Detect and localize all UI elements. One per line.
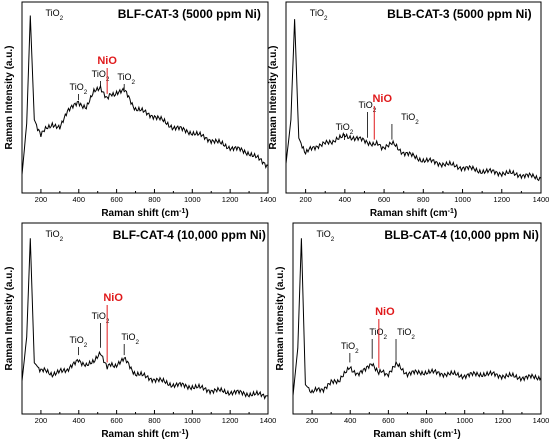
panel-1-x-tick-label: 600 xyxy=(110,195,123,204)
panel-4-peak-label-4: NiO xyxy=(375,306,395,318)
panel-4-y-axis-title: Raman intensity (a.u.) xyxy=(275,267,286,371)
panel-3-peak-label-5: TiO2 xyxy=(121,332,139,346)
panel-4-x-tick-label: 1000 xyxy=(456,416,473,425)
panel-4-x-tick-label: 1400 xyxy=(533,416,550,425)
panel-4-plot-frame xyxy=(292,222,542,415)
panel-3-x-tick-label: 1200 xyxy=(222,416,239,425)
panel-2-x-tick-label: 600 xyxy=(378,195,391,204)
panel-3-x-tick-label: 1400 xyxy=(260,416,277,425)
panel-1-x-tick-label: 1200 xyxy=(222,195,239,204)
panel-3-peak-label-1: TiO2 xyxy=(45,229,63,243)
panel-2-peak-label-4: NiO xyxy=(372,93,392,105)
panel-2-peak-label-1: TiO2 xyxy=(310,8,328,22)
panel-1-x-tick-label: 1400 xyxy=(260,195,277,204)
panel-1-peak-label-5: TiO2 xyxy=(117,72,135,86)
panel-3-x-tick-label: 400 xyxy=(73,416,86,425)
panel-2-x-tick-label: 1200 xyxy=(493,195,510,204)
panel-1-peak-label-2: TiO2 xyxy=(70,82,88,96)
panel-3-peak-label-2: TiO2 xyxy=(70,335,88,349)
panel-2-peak-label-5: TiO2 xyxy=(401,112,419,126)
panel-4-spectrum-line xyxy=(292,238,542,396)
panel-2-x-tick-label: 400 xyxy=(339,195,352,204)
panel-1-x-tick-label: 200 xyxy=(35,195,48,204)
panel-2-x-tick-label: 1000 xyxy=(454,195,471,204)
panel-4-x-axis-title: Raman shift (cm-1) xyxy=(373,429,460,441)
panel-3-peak-label-4: NiO xyxy=(103,292,123,304)
panel-2-peak-label-2: TiO2 xyxy=(336,122,354,136)
panel-1-spectrum-line xyxy=(21,15,269,175)
panel-1-peak-label-4: NiO xyxy=(97,55,117,67)
panel-2-x-tick-label: 200 xyxy=(299,195,312,204)
panel-3-x-tick-label: 800 xyxy=(148,416,161,425)
panel-3-y-axis-title: Raman Intensity (a.u.) xyxy=(4,267,15,371)
panel-4-peak-label-2: TiO2 xyxy=(341,341,359,355)
panel-3-x-tick-label: 1000 xyxy=(184,416,201,425)
panel-3-x-axis-title: Raman shift (cm-1) xyxy=(101,429,188,441)
panel-4-x-tick-label: 800 xyxy=(420,416,433,425)
panel-4-title: BLB-CAT-4 (10,000 ppm Ni) xyxy=(384,228,538,242)
panel-1-peak-label-1: TiO2 xyxy=(45,8,63,22)
panel-4-peak-label-5: TiO2 xyxy=(397,327,415,341)
panel-3-spectrum-line xyxy=(21,238,269,401)
panel-3-plot-frame xyxy=(21,222,269,415)
panel-1-title: BLF-CAT-3 (5000 ppm Ni) xyxy=(118,7,261,21)
panel-2-plot-frame xyxy=(285,1,542,194)
panel-2-title: BLB-CAT-3 (5000 ppm Ni) xyxy=(387,7,531,21)
panel-4-peak-label-3: TiO2 xyxy=(369,327,387,341)
panel-4-x-tick-label: 400 xyxy=(344,416,357,425)
panel-1-plot-frame xyxy=(21,1,269,194)
panel-1-x-tick-label: 800 xyxy=(148,195,161,204)
panel-4-x-tick-label: 600 xyxy=(382,416,395,425)
panel-1-peak-label-3: TiO2 xyxy=(92,69,110,83)
panel-3-peak-label-3: TiO2 xyxy=(92,311,110,325)
panel-4-peak-label-1: TiO2 xyxy=(317,229,335,243)
panel-4-x-tick-label: 1200 xyxy=(495,416,512,425)
panel-2-x-tick-label: 1400 xyxy=(533,195,550,204)
panel-1-x-axis-title: Raman shift (cm-1) xyxy=(101,208,188,220)
panel-3-x-tick-label: 600 xyxy=(110,416,123,425)
panel-4-x-tick-label: 200 xyxy=(306,416,319,425)
panel-2-x-axis-title: Raman shift (cm-1) xyxy=(370,208,457,220)
panel-2-x-tick-label: 800 xyxy=(417,195,430,204)
panel-1-x-tick-label: 400 xyxy=(73,195,86,204)
panel-1-y-axis-title: Raman Intensity (a.u.) xyxy=(4,46,15,150)
panel-2-y-axis-title: Raman Intensity (a.u.) xyxy=(268,46,279,150)
panel-1-x-tick-label: 1000 xyxy=(184,195,201,204)
panel-3-title: BLF-CAT-4 (10,000 ppm Ni) xyxy=(113,228,266,242)
panel-2-spectrum-line xyxy=(285,19,542,182)
panel-3-x-tick-label: 200 xyxy=(35,416,48,425)
